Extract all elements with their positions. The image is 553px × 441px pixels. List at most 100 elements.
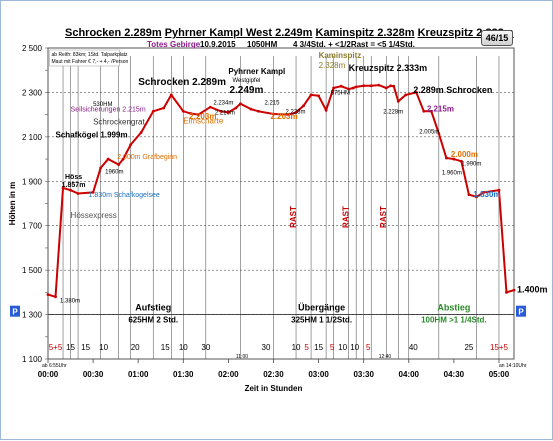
y-tick-label: 2 500 <box>22 44 43 53</box>
rast-label: RAST <box>379 206 388 228</box>
y-tick-label: 2 100 <box>22 133 43 142</box>
data-point <box>294 111 298 114</box>
y-tick-label: 1 100 <box>22 355 43 364</box>
data-point <box>121 157 125 161</box>
segment-minutes: 5 <box>366 343 371 352</box>
segment-minutes: 30 <box>201 343 210 352</box>
section-detail: 325HM 1 1/2Std. <box>291 316 352 325</box>
peak-label-schrocken: Schrocken 2.289m <box>138 77 226 88</box>
data-point <box>76 192 80 195</box>
peak-label-schrocken-2: 2.289m Schrocken <box>413 85 492 95</box>
segment-minutes: 15 <box>314 343 323 352</box>
x-tick-label: 04:30 <box>444 370 465 379</box>
data-point <box>169 93 173 97</box>
y-tick-label: 1 900 <box>22 177 43 186</box>
segment-minutes: 5+5 <box>49 343 63 352</box>
annotation-schafkogelsee: 1.830m Schafkogelsee <box>89 192 160 199</box>
peak-label-schafkoegel: Schafkögel 1.999m <box>56 130 128 139</box>
title-part-3: Kaminspitz 2.328m <box>315 27 415 39</box>
peak-label-kreuzspitz: Kreuzspitz 2.333m <box>349 63 428 73</box>
peak-elev-hoess: 1.857m <box>62 182 86 189</box>
data-point <box>475 195 478 199</box>
segment-minutes: 10 <box>99 343 108 352</box>
data-point <box>139 131 143 134</box>
parking-label: P <box>12 308 18 317</box>
elevation-label: 2.005m <box>419 130 439 136</box>
x-tick-label: 00:30 <box>83 370 104 379</box>
elevation-label: 530HM <box>93 102 112 108</box>
data-point <box>332 86 336 90</box>
elevation-label: 2.228m <box>286 110 306 116</box>
data-point <box>162 106 166 110</box>
data-point <box>196 113 200 117</box>
elevation-label: 875HM <box>331 91 350 97</box>
data-point <box>354 85 358 89</box>
data-point <box>459 159 463 163</box>
annotation-hoessexpress: Hössexpress <box>71 211 117 220</box>
x-tick-label: 01:30 <box>173 370 194 379</box>
elevation-label: 2.215 <box>264 101 280 107</box>
elevation-label: 1.380m <box>60 298 80 304</box>
elevation-label: 1.990m <box>461 162 481 168</box>
section-detail: 100HM >1 1/4Std. <box>421 316 487 325</box>
data-point <box>414 91 418 94</box>
y-tick-label: 1 500 <box>22 266 43 275</box>
data-point <box>324 108 328 112</box>
data-point <box>429 109 433 113</box>
data-point <box>208 105 212 109</box>
data-point <box>302 104 305 108</box>
peak-elev-kaminspitz: 2.328m <box>319 61 346 70</box>
data-point <box>497 188 501 192</box>
elevation-label: 2.234m <box>213 101 233 107</box>
data-point <box>384 86 388 90</box>
annotation-1830: 1.830m <box>473 190 500 199</box>
time-summary-text: 4 3/4Std. + <1/2Rast = <5 1/4Std. <box>293 40 415 49</box>
segment-minutes: 15 <box>161 343 170 352</box>
notes-box <box>49 49 120 67</box>
annotation-seilsicherungen: Seilsicherungen 2.215m <box>71 106 146 113</box>
elevation-label: 1960m <box>105 170 123 176</box>
section-title: Abstieg <box>437 303 470 313</box>
mountain-group: Totes Gebirge <box>147 40 201 49</box>
peak-label-kaminspitz: Kaminspitz <box>319 51 362 60</box>
section-title: Übergänge <box>298 303 345 313</box>
data-point <box>437 132 441 135</box>
x-axis-label: Zeit in Stunden <box>245 384 303 393</box>
data-point <box>404 93 408 97</box>
segment-minutes: 5 <box>330 343 335 352</box>
data-point <box>444 156 448 160</box>
data-point <box>69 188 72 192</box>
data-point <box>392 84 396 88</box>
data-point <box>505 290 508 294</box>
annotation-gratbeginn: 2.000m Grafbeginn <box>117 154 177 161</box>
segment-minutes: 10 <box>179 343 188 352</box>
page-number-button[interactable]: 46/15 <box>481 30 513 46</box>
time-summary: 4 3/4Std. + <1/2Rast = <5 1/4Std. <box>293 40 415 49</box>
title-part-1: Schrocken 2.289m <box>65 27 162 39</box>
y-tick-label: 1 700 <box>22 222 43 231</box>
segment-minutes: 10 <box>350 343 359 352</box>
time-mark: 11:00 <box>236 354 248 360</box>
y-axis-label: Höhen in m <box>8 182 17 226</box>
segment-minutes: 30 <box>262 343 271 352</box>
data-point <box>106 157 110 161</box>
x-tick-label: 05:00 <box>489 370 510 379</box>
segment-minutes: 5 <box>304 343 309 352</box>
annotation-203-1: 2.203m <box>189 112 216 121</box>
data-point <box>46 293 50 296</box>
data-point <box>99 166 103 170</box>
data-point <box>351 86 355 90</box>
data-point <box>181 109 185 113</box>
segment-minutes: 20 <box>131 343 140 352</box>
peak-label-hoess: Höss <box>65 174 82 181</box>
x-tick-label: 04:00 <box>399 370 420 379</box>
x-tick-label: 02:00 <box>218 370 239 379</box>
data-point <box>257 109 260 113</box>
data-point <box>317 94 320 98</box>
segment-minutes: 40 <box>409 343 418 352</box>
annotation-schrockengrat: Schrockengrat <box>93 118 145 127</box>
segment-minutes: 15 <box>66 343 75 352</box>
data-point <box>226 111 230 114</box>
segment-minutes: 15 <box>81 343 90 352</box>
